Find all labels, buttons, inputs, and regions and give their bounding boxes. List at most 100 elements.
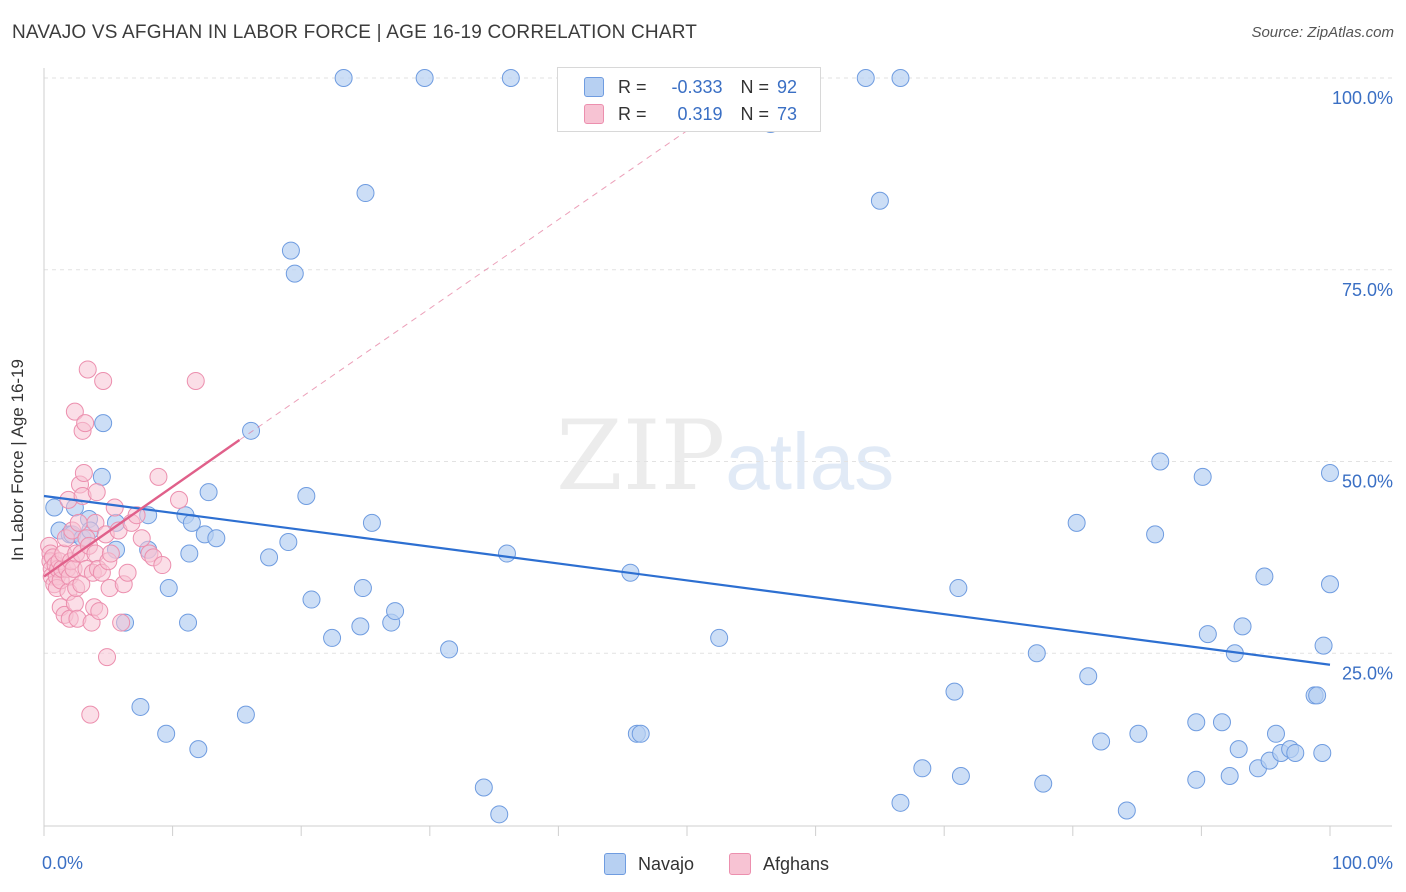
y-tick-label: 25.0% <box>1342 663 1393 683</box>
navajo-point <box>631 724 650 743</box>
navajo-point <box>501 69 520 87</box>
navajo-points <box>45 69 1339 824</box>
navajo-point <box>1187 770 1206 789</box>
navajo-point <box>386 602 405 621</box>
afghan-point <box>127 506 146 525</box>
navajo-point <box>260 548 279 567</box>
navajo-point <box>1079 667 1098 686</box>
correlation-legend: R = -0.333 N = 92 R = 0.319 N = 73 <box>557 67 821 132</box>
trend-lines <box>43 92 1331 666</box>
afghan-point <box>65 594 84 613</box>
navajo-point <box>1146 525 1165 544</box>
navajo-point <box>199 483 218 502</box>
navajo-point <box>236 705 255 724</box>
navajo-point <box>474 778 493 797</box>
afghan-point <box>69 513 88 532</box>
bottom-legend-navajo: Navajo <box>604 852 694 876</box>
afghan-point <box>81 705 100 724</box>
afghan-point <box>170 490 189 509</box>
navajo-point <box>334 69 353 87</box>
navajo-point <box>856 69 875 87</box>
navajo-point <box>302 590 321 609</box>
navajo-point <box>281 241 300 260</box>
navajo-point <box>1314 636 1333 655</box>
afghan-point <box>76 414 95 433</box>
navajo-point <box>1027 644 1046 663</box>
bottom-legend-afghans: Afghans <box>729 852 829 876</box>
y-tick-label: 75.0% <box>1342 280 1393 300</box>
navajo-point <box>710 628 729 647</box>
chart-title: NAVAJO VS AFGHAN IN LABOR FORCE | AGE 16… <box>12 22 698 43</box>
afghan-point <box>94 371 113 390</box>
navajo-point <box>1212 713 1231 732</box>
afghan-point <box>65 402 84 421</box>
legend-row-navajo: R = -0.333 N = 92 <box>584 74 797 100</box>
afghan-point <box>98 648 117 667</box>
navajo-point <box>1308 686 1327 705</box>
navajo-point <box>285 264 304 283</box>
navajo-trend-line <box>43 494 1331 666</box>
navajo-point <box>1198 625 1217 644</box>
navajo-point <box>279 533 298 552</box>
navajo-point <box>1255 567 1274 586</box>
legend-n-label: N = <box>740 76 770 97</box>
afghan-trend-extension <box>239 92 742 441</box>
afghan-point <box>112 613 131 632</box>
y-tick-label: 50.0% <box>1342 472 1393 492</box>
afghan-point <box>186 371 205 390</box>
navajo-swatch <box>584 77 604 97</box>
afghan-point <box>101 544 120 563</box>
navajo-point <box>131 697 150 716</box>
navajo-point <box>1313 743 1332 762</box>
afghan-point <box>74 464 93 483</box>
bottom-legend-navajo-label: Navajo <box>638 853 695 874</box>
afghan-point <box>118 563 137 582</box>
navajo-point <box>415 69 434 87</box>
navajo-point <box>1092 732 1111 751</box>
afghan-point <box>86 513 105 532</box>
afghan-point <box>149 467 168 486</box>
navajo-swatch <box>604 853 626 875</box>
navajo-point <box>356 184 375 203</box>
navajo-point <box>870 191 889 210</box>
navajo-point <box>1286 743 1305 762</box>
navajo-point <box>891 69 910 87</box>
navajo-point <box>949 579 968 598</box>
navajo-point <box>891 793 910 812</box>
navajo-point <box>362 513 381 532</box>
navajo-point <box>1229 740 1248 759</box>
navajo-point <box>1220 766 1239 785</box>
navajo-point <box>189 740 208 759</box>
navajo-point <box>157 724 176 743</box>
navajo-point <box>297 487 316 506</box>
afghan-point <box>132 529 151 548</box>
axes <box>43 68 1392 836</box>
y-tick-label: 100.0% <box>1332 88 1393 108</box>
afghan-points <box>40 360 205 724</box>
legend-r-label: R = <box>618 103 647 124</box>
navajo-point <box>490 805 509 824</box>
x-tick-label-max: 100.0% <box>1332 853 1393 873</box>
navajo-point <box>1321 575 1339 594</box>
legend-r-label: R = <box>618 76 647 97</box>
navajo-point <box>323 628 342 647</box>
navajo-point <box>353 579 372 598</box>
legend-n-label: N = <box>740 103 770 124</box>
afghan-swatch <box>584 104 604 124</box>
navajo-point <box>1129 724 1148 743</box>
navajo-point <box>242 421 261 440</box>
navajo-point <box>440 640 459 659</box>
legend-row-afghans: R = 0.319 N = 73 <box>584 101 797 127</box>
navajo-point <box>951 766 970 785</box>
navajo-point <box>913 759 932 778</box>
tick-labels: 25.0% 50.0% 75.0% 100.0% 0.0% 100.0% <box>42 88 1393 873</box>
watermark-zip: ZIP <box>556 400 726 512</box>
afghan-point <box>87 483 106 502</box>
afghan-point <box>105 498 124 517</box>
navajo-point <box>1266 724 1285 743</box>
afghan-trend-line <box>43 439 241 578</box>
legend-navajo-n: 92 <box>777 76 798 97</box>
navajo-point <box>945 682 964 701</box>
navajo-point <box>1067 513 1086 532</box>
